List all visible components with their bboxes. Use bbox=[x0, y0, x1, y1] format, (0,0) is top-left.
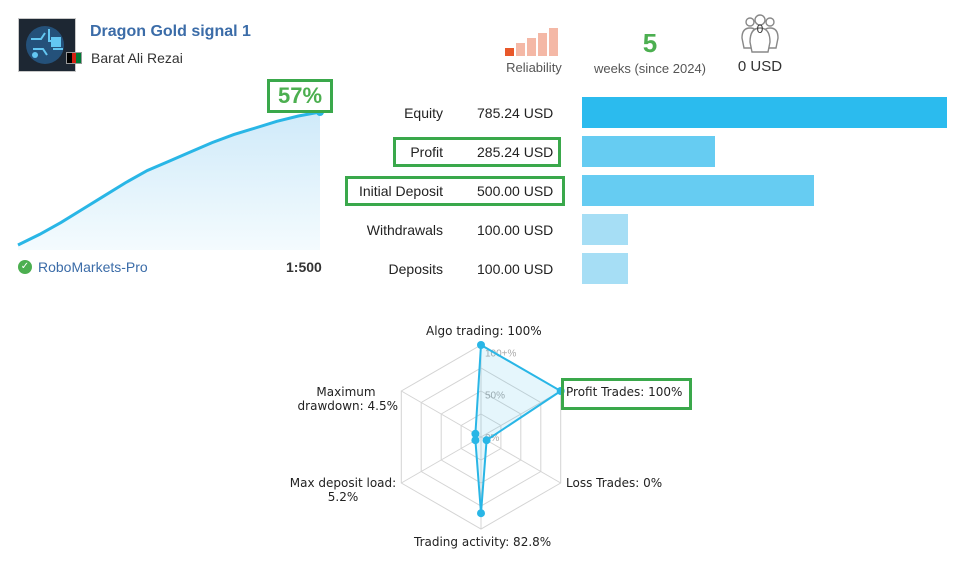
stat-value-equity: 785.24 USD bbox=[477, 105, 554, 121]
broker-row[interactable]: ✓ RoboMarkets-Pro bbox=[18, 259, 148, 275]
weeks-count: 5 bbox=[642, 28, 658, 58]
radar-label-profit-trades: Profit Trades: 100% bbox=[566, 385, 683, 399]
leverage-value: 1:500 bbox=[286, 259, 322, 275]
stat-value-deposits: 100.00 USD bbox=[477, 261, 554, 277]
stat-label-withdrawals: Withdrawals bbox=[366, 222, 443, 238]
reliability-bar-5 bbox=[549, 28, 558, 56]
radar-chart: 100+% 50% 0% bbox=[400, 341, 565, 530]
radar-point-1[interactable] bbox=[477, 341, 485, 349]
author-row: Barat Ali Rezai bbox=[66, 50, 183, 66]
radar-label-max-deposit-load-line1: Max deposit load: bbox=[289, 476, 397, 490]
radar-label-max-deposit-load-line2: 5.2% bbox=[327, 490, 359, 504]
stat-bar-deposits[interactable] bbox=[582, 253, 628, 284]
radar-point-4[interactable] bbox=[477, 509, 485, 518]
growth-badge: 57% bbox=[267, 79, 334, 113]
radar-label-max-drawdown-line2: drawdown: 4.5% bbox=[297, 399, 398, 413]
author-name[interactable]: Barat Ali Rezai bbox=[91, 50, 183, 66]
radar-point-6[interactable] bbox=[471, 429, 480, 438]
radar-scale-label-2: 50% bbox=[485, 391, 505, 402]
growth-line bbox=[17, 110, 321, 247]
radar-label-max-deposit-load: Max deposit load: 5.2% bbox=[288, 476, 398, 504]
radar-label-algo-trading: Algo trading: 100% bbox=[426, 324, 542, 338]
radar-label-loss-trades: Loss Trades: 0% bbox=[566, 476, 663, 490]
radar-label-trading-activity: Trading activity: 82.8% bbox=[414, 535, 552, 549]
signal-avatar[interactable] bbox=[18, 18, 76, 72]
radar-scale-label-3: 0% bbox=[485, 433, 500, 444]
subscribers-icon bbox=[741, 14, 779, 53]
stat-value-withdrawals: 100.00 USD bbox=[477, 222, 554, 238]
growth-chart bbox=[17, 108, 324, 250]
afghanistan-flag-icon bbox=[66, 52, 82, 64]
radar-label-max-drawdown: Maximum drawdown: 4.5% bbox=[294, 385, 398, 413]
reliability-bar-3 bbox=[527, 38, 536, 56]
highlight-profit-trades bbox=[561, 378, 692, 410]
subscribers-count: 0 bbox=[756, 22, 764, 36]
stat-label-profit: Profit bbox=[410, 144, 443, 160]
stat-label-initial-deposit: Initial Deposit bbox=[358, 183, 443, 199]
reliability-bar-1 bbox=[505, 48, 514, 56]
radar-scale-label-1: 100+% bbox=[485, 348, 517, 359]
stat-bar-profit[interactable] bbox=[582, 136, 715, 167]
highlight-profit bbox=[393, 137, 561, 167]
radar-point-3[interactable] bbox=[482, 436, 491, 445]
reliability-bar-4 bbox=[538, 33, 547, 56]
stat-label-deposits: Deposits bbox=[388, 261, 443, 277]
weeks-label: weeks (since 2024) bbox=[594, 61, 706, 76]
radar-axis-line-6 bbox=[401, 390, 482, 438]
signal-title[interactable]: Dragon Gold signal 1 bbox=[90, 23, 251, 40]
broker-name[interactable]: RoboMarkets-Pro bbox=[38, 259, 148, 275]
reliability-bar-2 bbox=[516, 43, 525, 56]
subscribers-funds: 0 USD bbox=[737, 58, 783, 75]
stat-bar-initial-deposit[interactable] bbox=[582, 175, 814, 206]
stat-bar-equity[interactable] bbox=[582, 97, 947, 128]
reliability-bars-icon bbox=[505, 28, 558, 56]
radar-point-5[interactable] bbox=[471, 436, 480, 445]
stat-bar-withdrawals[interactable] bbox=[582, 214, 628, 245]
stat-value-initial-deposit: 500.00 USD bbox=[477, 183, 554, 199]
stat-value-profit: 285.24 USD bbox=[477, 144, 554, 160]
highlight-initial-deposit bbox=[345, 176, 565, 206]
radar-axis-line-3 bbox=[480, 436, 561, 484]
reliability-label: Reliability bbox=[506, 60, 562, 75]
radar-axis-line-5 bbox=[401, 436, 482, 484]
growth-area bbox=[18, 112, 320, 250]
radar-polygon bbox=[474, 343, 563, 514]
stat-label-equity: Equity bbox=[404, 105, 443, 121]
verified-shield-icon: ✓ bbox=[18, 260, 32, 274]
radar-label-max-drawdown-line1: Maximum bbox=[316, 385, 376, 399]
